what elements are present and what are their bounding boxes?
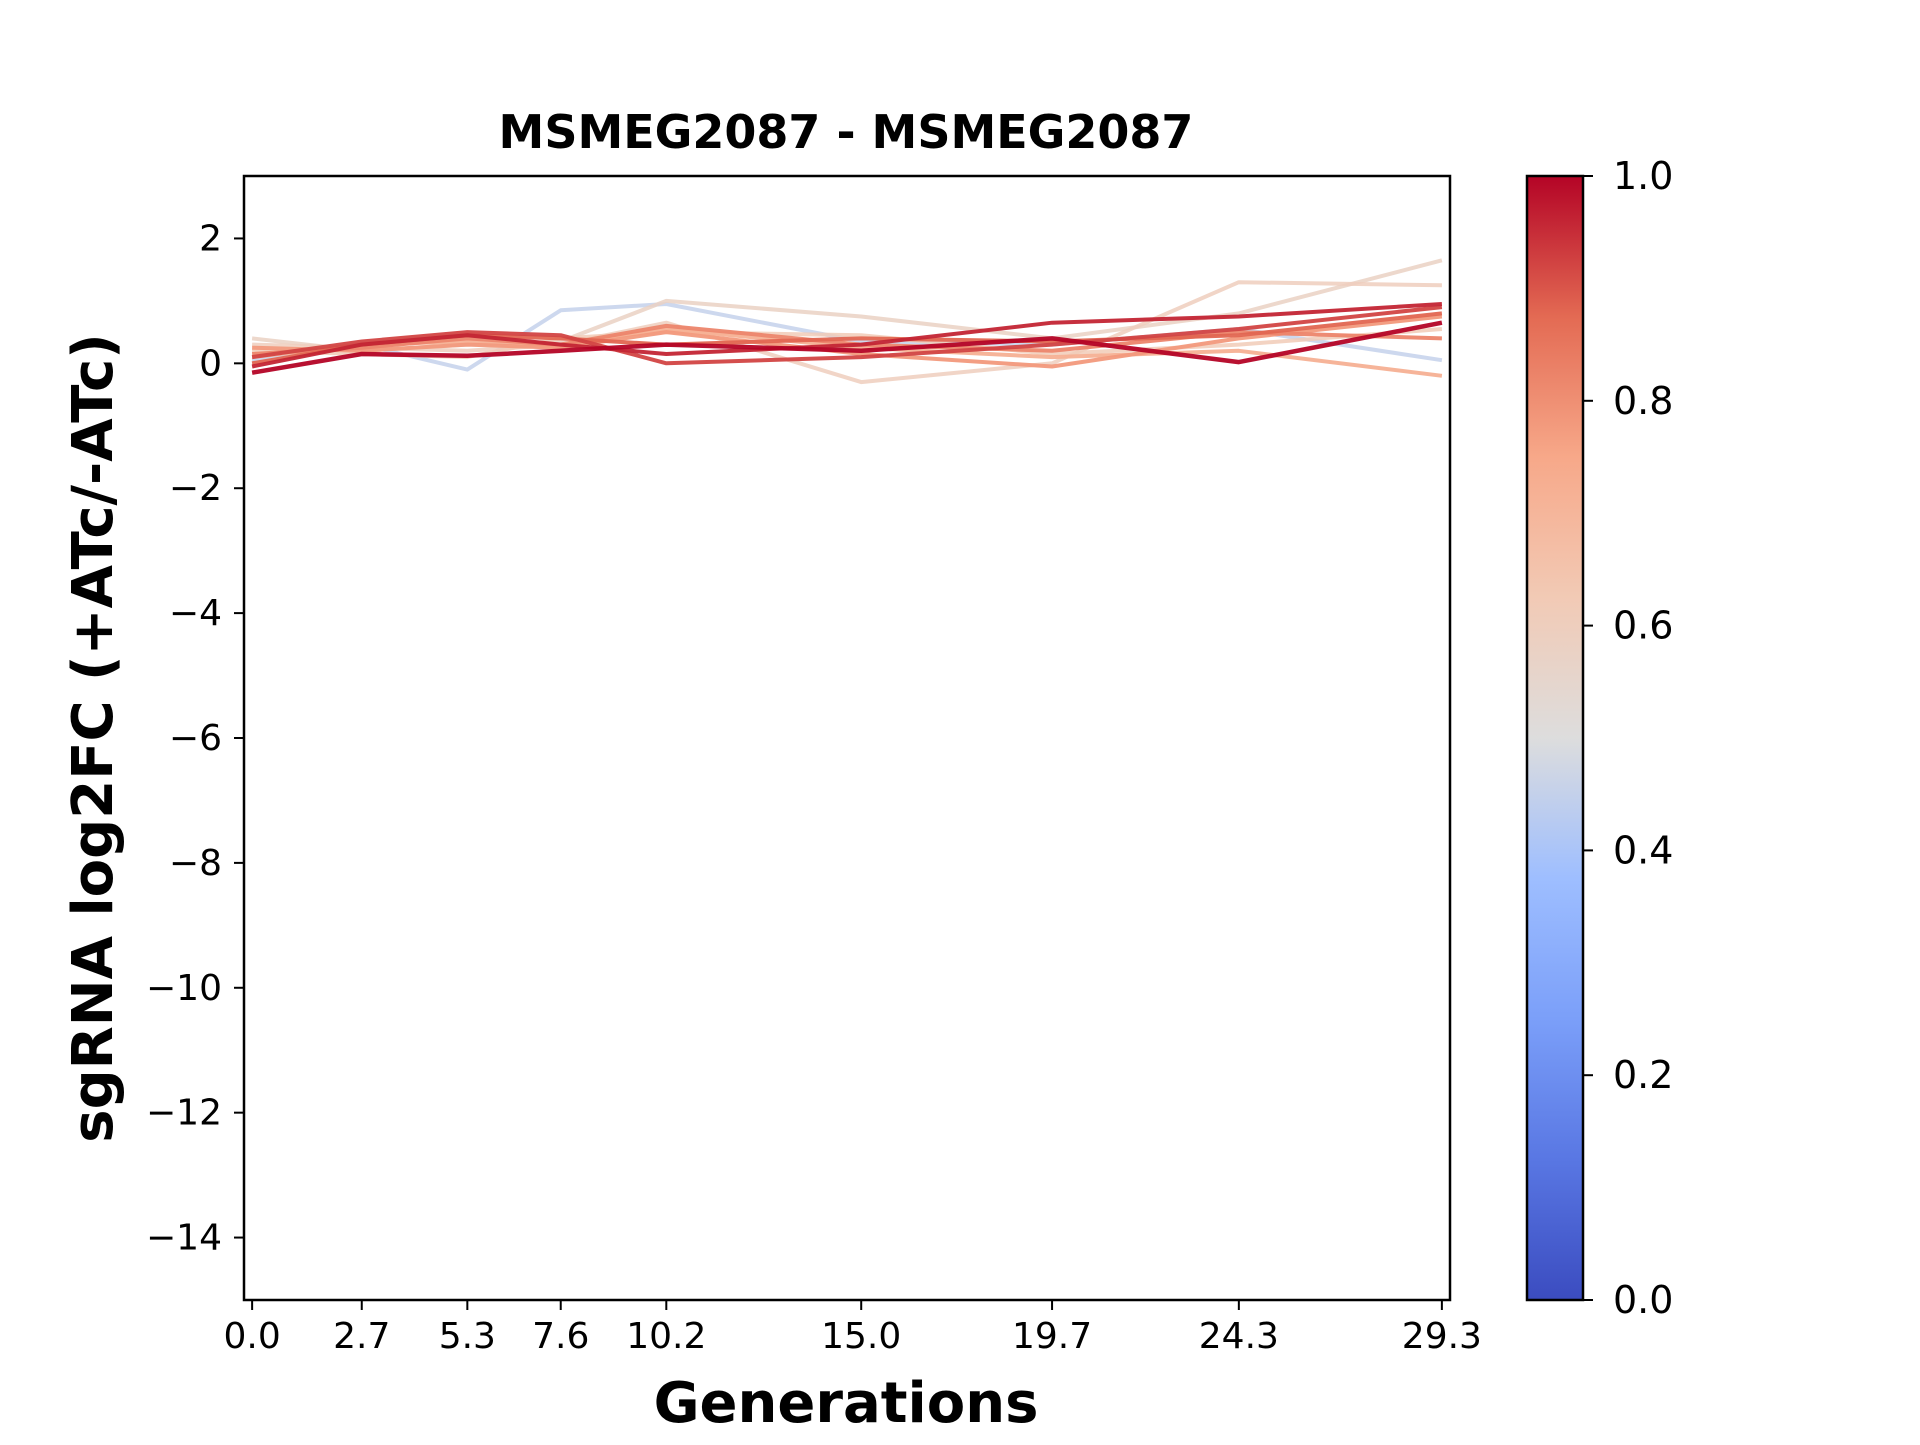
y-axis: 2 0 −2 −4 −6 −8 −10 −12 −14 bbox=[146, 218, 244, 1259]
x-tick-label: 0.0 bbox=[223, 1316, 280, 1357]
y-tick-label: −10 bbox=[146, 968, 222, 1009]
x-tick-label: 24.3 bbox=[1199, 1316, 1279, 1357]
colorbar-tick-label: 0.0 bbox=[1613, 1278, 1673, 1322]
series-line-11 bbox=[251, 320, 1443, 375]
y-tick-label: −12 bbox=[146, 1093, 222, 1134]
series-line-9 bbox=[251, 305, 1443, 366]
colorbar-tick-label: 0.2 bbox=[1613, 1053, 1673, 1097]
colorbar-tick-label: 0.6 bbox=[1613, 604, 1673, 648]
x-tick-label: 15.0 bbox=[821, 1316, 901, 1357]
colorbar-tick-label: 0.4 bbox=[1613, 828, 1673, 872]
y-tick-label: 2 bbox=[199, 218, 222, 259]
y-tick-label: −6 bbox=[169, 718, 222, 759]
y-axis-title: sgRNA log2FC (+ATc/-ATc) bbox=[61, 333, 126, 1143]
colorbar-ticks: 0.0 0.2 0.4 0.6 0.8 1.0 bbox=[1583, 154, 1673, 1322]
colorbar-tick-label: 1.0 bbox=[1613, 154, 1673, 198]
x-tick-label: 10.2 bbox=[626, 1316, 706, 1357]
x-tick-label: 2.7 bbox=[333, 1316, 390, 1357]
colorbar bbox=[1525, 174, 1585, 1302]
y-tick-label: −2 bbox=[169, 468, 222, 509]
chart-title: MSMEG2087 - MSMEG2087 bbox=[499, 105, 1194, 159]
colorbar-tick-label: 0.8 bbox=[1613, 379, 1673, 423]
y-tick-label: −8 bbox=[169, 843, 222, 884]
y-tick-label: −14 bbox=[146, 1218, 222, 1259]
x-tick-label: 19.7 bbox=[1012, 1316, 1092, 1357]
series-layer bbox=[251, 258, 1443, 385]
series-line-6 bbox=[252, 314, 1443, 369]
x-tick-label: 7.6 bbox=[532, 1316, 589, 1357]
series-line-10 bbox=[251, 302, 1443, 369]
x-tick-label: 29.3 bbox=[1402, 1316, 1482, 1357]
x-tick-label: 5.3 bbox=[439, 1316, 496, 1357]
y-tick-label: 0 bbox=[199, 343, 222, 384]
y-tick-label: −4 bbox=[169, 593, 222, 634]
x-axis-title: Generations bbox=[654, 1371, 1039, 1436]
x-axis: 0.0 2.7 5.3 7.6 10.2 15.0 19.7 24.3 29.3 bbox=[223, 1300, 1482, 1357]
